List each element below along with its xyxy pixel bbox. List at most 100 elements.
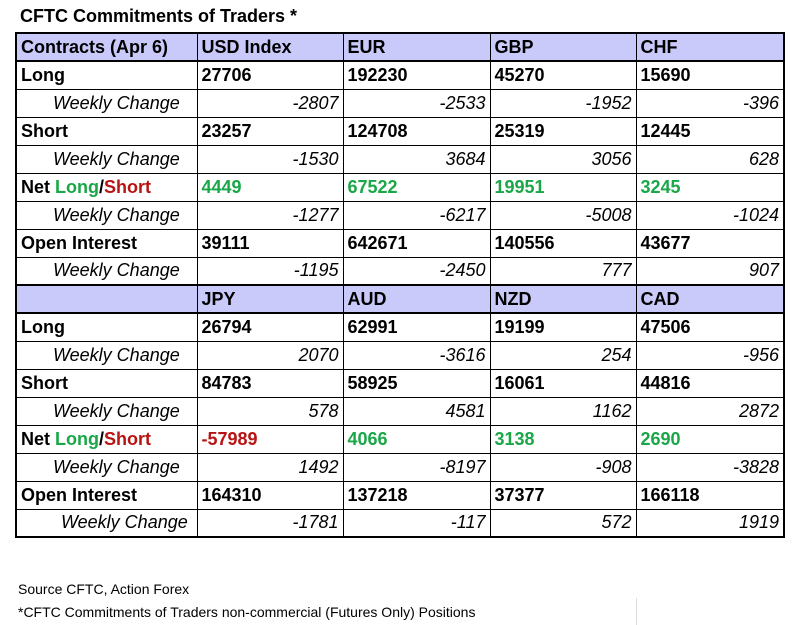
row-label: Short — [15, 368, 198, 398]
value-cell: 2690 — [635, 424, 785, 454]
value-cell: 1919 — [635, 508, 785, 538]
source-note: Source CFTC, Action Forex — [18, 581, 190, 597]
header-cell: Contracts (Apr 6) — [15, 32, 198, 62]
header-cell: CHF — [635, 32, 785, 62]
value-cell: -908 — [489, 452, 637, 482]
net-slash: / — [99, 176, 105, 197]
table-row: Weekly Change -1195 -2450 777 907 — [15, 256, 785, 286]
value-cell: -6217 — [342, 200, 491, 230]
value-cell: 777 — [489, 256, 637, 286]
value-cell: -3828 — [635, 452, 785, 482]
value-cell: 572 — [489, 508, 637, 538]
divider — [636, 598, 637, 625]
net-prefix: Net — [21, 176, 56, 197]
table-row: Weekly Change -1781 -117 572 1919 — [15, 508, 785, 538]
table-row: Net Long/Short -57989 4066 3138 2690 — [15, 424, 785, 454]
net-slash: / — [99, 428, 105, 449]
value-cell: -8197 — [342, 452, 491, 482]
value-cell: -1024 — [635, 200, 785, 230]
table-row: Weekly Change 578 4581 1162 2872 — [15, 396, 785, 426]
value-cell: 578 — [196, 396, 344, 426]
row-label: Weekly Change — [15, 88, 198, 118]
value-cell: 12445 — [635, 116, 785, 146]
row-label: Net Long/Short — [15, 172, 198, 202]
value-cell: 39111 — [196, 228, 344, 258]
value-cell: 642671 — [342, 228, 491, 258]
value-cell: 16061 — [489, 368, 637, 398]
table-row: Long 26794 62991 19199 47506 — [15, 312, 785, 342]
value-cell: -1195 — [196, 256, 344, 286]
value-cell: -1530 — [196, 144, 344, 174]
value-cell: 4581 — [342, 396, 491, 426]
value-cell: 19951 — [489, 172, 637, 202]
header-cell: CAD — [635, 284, 785, 314]
value-cell: -5008 — [489, 200, 637, 230]
value-cell: 26794 — [196, 312, 344, 342]
header-cell: JPY — [196, 284, 344, 314]
value-cell: 3056 — [489, 144, 637, 174]
value-cell: 907 — [635, 256, 785, 286]
table-row: Weekly Change 1492 -8197 -908 -3828 — [15, 452, 785, 482]
value-cell: 3684 — [342, 144, 491, 174]
net-long-word: Long — [55, 176, 99, 197]
value-cell: 62991 — [342, 312, 491, 342]
value-cell: -117 — [342, 508, 491, 538]
value-cell: 23257 — [196, 116, 344, 146]
row-label: Weekly Change — [15, 396, 198, 426]
row-label: Short — [15, 116, 198, 146]
value-cell: 1162 — [489, 396, 637, 426]
row-label: Weekly Change — [15, 200, 198, 230]
value-cell: 4449 — [196, 172, 344, 202]
value-cell: 3138 — [489, 424, 637, 454]
header-cell: GBP — [489, 32, 637, 62]
net-long-word: Long — [55, 428, 99, 449]
value-cell: 43677 — [635, 228, 785, 258]
header-cell: USD Index — [196, 32, 344, 62]
header-cell: EUR — [342, 32, 491, 62]
value-cell: -1952 — [489, 88, 637, 118]
value-cell: 58925 — [342, 368, 491, 398]
value-cell: 1492 — [196, 452, 344, 482]
row-label: Weekly Change — [15, 452, 198, 482]
row-label: Weekly Change — [15, 144, 198, 174]
value-cell: 137218 — [342, 480, 491, 510]
table-row: Weekly Change -2807 -2533 -1952 -396 — [15, 88, 785, 118]
value-cell: 192230 — [342, 60, 491, 90]
net-short-word: Short — [104, 176, 152, 197]
value-cell: 166118 — [635, 480, 785, 510]
value-cell: -1277 — [196, 200, 344, 230]
header-cell: NZD — [489, 284, 637, 314]
row-label: Weekly Change — [15, 340, 198, 370]
value-cell: -396 — [635, 88, 785, 118]
value-cell: 45270 — [489, 60, 637, 90]
value-cell: -956 — [635, 340, 785, 370]
value-cell: 124708 — [342, 116, 491, 146]
table-row: Short 23257 124708 25319 12445 — [15, 116, 785, 146]
value-cell: 4066 — [342, 424, 491, 454]
row-label: Long — [15, 60, 198, 90]
value-cell: 37377 — [489, 480, 637, 510]
page-title: CFTC Commitments of Traders * — [20, 6, 298, 26]
value-cell: 27706 — [196, 60, 344, 90]
value-cell: 628 — [635, 144, 785, 174]
value-cell: -2533 — [342, 88, 491, 118]
value-cell: 2872 — [635, 396, 785, 426]
net-prefix: Net — [21, 428, 56, 449]
value-cell: -1781 — [196, 508, 344, 538]
net-short-word: Short — [104, 428, 152, 449]
cot-table: Contracts (Apr 6) USD Index EUR GBP CHF … — [15, 32, 785, 538]
value-cell: 2070 — [196, 340, 344, 370]
value-cell: 19199 — [489, 312, 637, 342]
value-cell: -2450 — [342, 256, 491, 286]
row-label: Weekly Change — [15, 256, 198, 286]
value-cell: 3245 — [635, 172, 785, 202]
value-cell: 47506 — [635, 312, 785, 342]
row-label: Open Interest — [15, 228, 198, 258]
table-row: Open Interest 39111 642671 140556 43677 — [15, 228, 785, 258]
value-cell: 67522 — [342, 172, 491, 202]
value-cell: -3616 — [342, 340, 491, 370]
table-row: Short 84783 58925 16061 44816 — [15, 368, 785, 398]
row-label: Weekly Change — [15, 508, 198, 538]
value-cell: -2807 — [196, 88, 344, 118]
table-row: Weekly Change -1277 -6217 -5008 -1024 — [15, 200, 785, 230]
